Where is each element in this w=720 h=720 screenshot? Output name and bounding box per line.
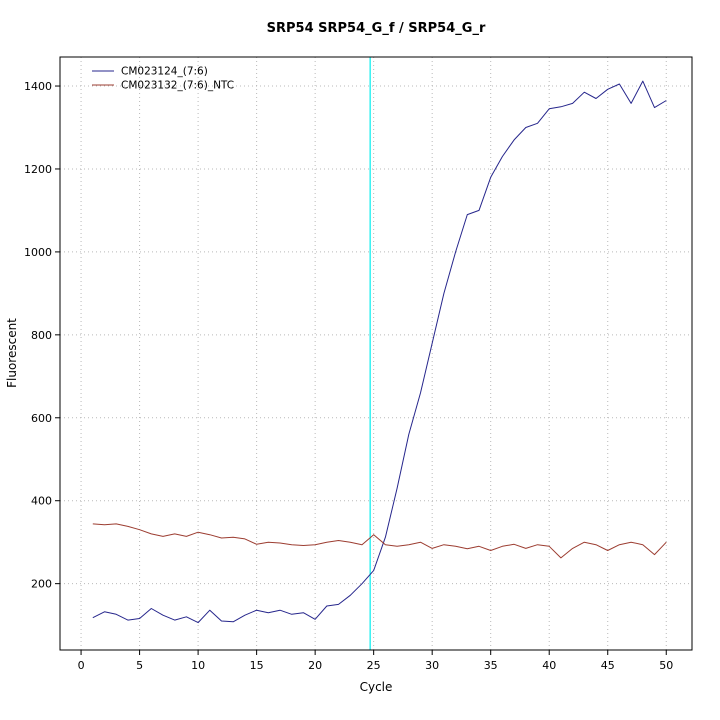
x-tick-label: 40	[542, 659, 556, 672]
x-tick-label: 10	[191, 659, 205, 672]
y-tick-label: 400	[31, 495, 52, 508]
x-tick-label: 15	[250, 659, 264, 672]
y-tick-label: 1200	[24, 163, 52, 176]
y-tick-label: 1400	[24, 80, 52, 93]
series-line-sample	[92, 80, 667, 624]
x-tick-label: 45	[601, 659, 615, 672]
x-tick-label: 50	[659, 659, 673, 672]
legend-label-ntc: CM023132_(7:6)_NTC	[121, 80, 234, 92]
chart-title: SRP54 SRP54_G_f / SRP54_G_r	[267, 21, 486, 36]
x-axis-label: Cycle	[360, 680, 393, 694]
legend-label-sample: CM023124_(7:6)	[121, 66, 208, 78]
y-tick-label: 600	[31, 412, 52, 425]
series-line-ntc	[92, 523, 667, 559]
legend: CM023124_(7:6) CM023132_(7:6)_NTC	[92, 66, 234, 92]
y-axis-label: Fluorescent	[5, 318, 19, 388]
x-tick-label: 25	[367, 659, 381, 672]
plot-area: 0 5 10 15 20 25 30 35 40 45 50 200 400 600 800 1000 1200…	[24, 56, 693, 672]
plot-box	[59, 56, 693, 651]
x-tick-label: 5	[136, 659, 143, 672]
x-tick-label: 30	[425, 659, 439, 672]
x-tick-label: 20	[308, 659, 322, 672]
y-tick-label: 200	[31, 578, 52, 591]
y-tick-label: 1000	[24, 246, 52, 259]
x-tick-label: 0	[78, 659, 85, 672]
y-tick-label: 800	[31, 329, 52, 342]
x-tick-label: 35	[484, 659, 498, 672]
